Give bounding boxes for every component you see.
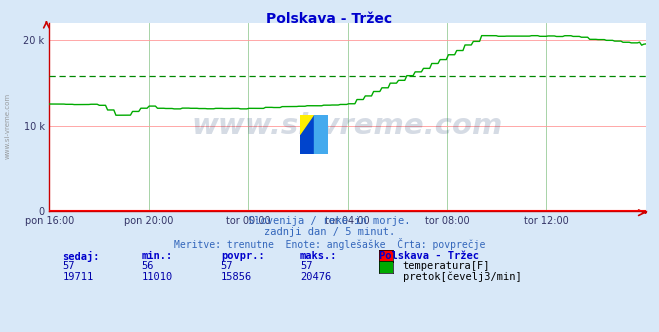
Text: 57: 57: [63, 261, 75, 271]
Text: 11010: 11010: [142, 272, 173, 282]
Text: Slovenija / reke in morje.: Slovenija / reke in morje.: [248, 216, 411, 226]
Polygon shape: [300, 115, 314, 134]
Text: 15856: 15856: [221, 272, 252, 282]
Text: zadnji dan / 5 minut.: zadnji dan / 5 minut.: [264, 227, 395, 237]
Text: 19711: 19711: [63, 272, 94, 282]
Text: 20476: 20476: [300, 272, 331, 282]
Text: 57: 57: [221, 261, 233, 271]
Text: min.:: min.:: [142, 251, 173, 261]
Text: www.si-vreme.com: www.si-vreme.com: [192, 113, 503, 140]
Text: sedaj:: sedaj:: [63, 251, 100, 262]
Text: 57: 57: [300, 261, 312, 271]
Text: www.si-vreme.com: www.si-vreme.com: [5, 93, 11, 159]
Text: Polskava - Tržec: Polskava - Tržec: [266, 12, 393, 26]
Text: povpr.:: povpr.:: [221, 251, 264, 261]
Text: 56: 56: [142, 261, 154, 271]
Polygon shape: [300, 115, 328, 154]
Text: Polskava - Tržec: Polskava - Tržec: [379, 251, 479, 261]
Polygon shape: [314, 115, 328, 154]
Text: Meritve: trenutne  Enote: anglešaške  Črta: povprečje: Meritve: trenutne Enote: anglešaške Črta…: [174, 238, 485, 250]
Text: pretok[čevelj3/min]: pretok[čevelj3/min]: [403, 272, 521, 282]
Text: maks.:: maks.:: [300, 251, 337, 261]
Text: temperatura[F]: temperatura[F]: [403, 261, 490, 271]
